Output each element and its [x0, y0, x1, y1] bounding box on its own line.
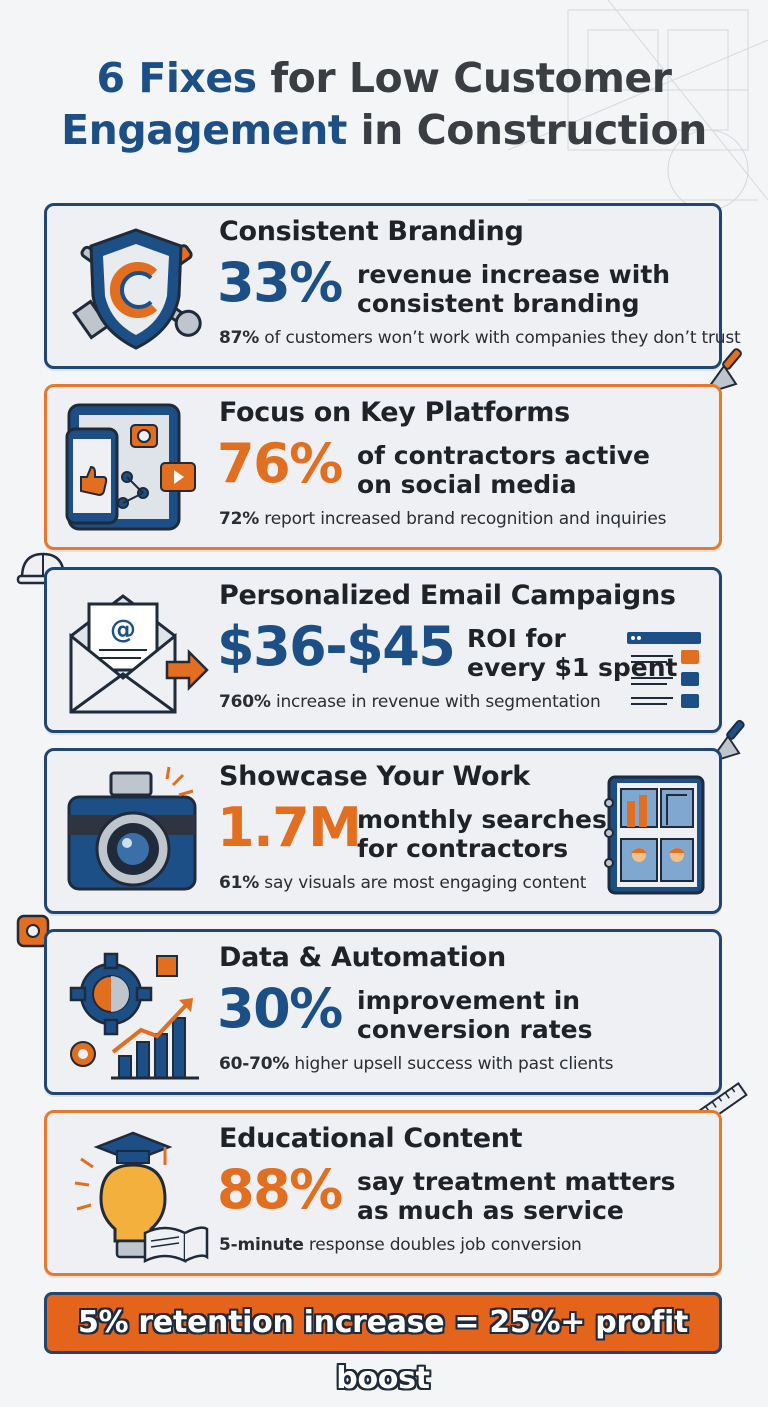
card-note: 5-minute response doubles job conversion: [219, 1235, 582, 1255]
card-heading: Consistent Branding: [219, 216, 524, 247]
note-highlight: 760%: [219, 692, 271, 712]
note-highlight: 5-minute: [219, 1235, 304, 1255]
note-text: report increased brand recognition and i…: [259, 509, 667, 529]
card-note: 72% report increased brand recognition a…: [219, 509, 667, 529]
card-heading: Showcase Your Work: [219, 761, 530, 792]
stat-line-2: on social media: [357, 470, 577, 499]
note-text: increase in revenue with segmentation: [270, 692, 601, 712]
summary-banner-text: 5% retention increase = 25%+ profit boos…: [77, 1305, 689, 1396]
note-text: response doubles job conversion: [303, 1235, 582, 1255]
card-stat: 88%: [217, 1158, 343, 1221]
card-stat-description: revenue increase with consistent brandin…: [357, 260, 670, 318]
svg-text:@: @: [110, 615, 136, 645]
card-data-automation: Data & Automation 30% improvement in con…: [44, 929, 722, 1095]
shield-wrench-icon: [72, 228, 202, 350]
card-heading: Data & Automation: [219, 942, 506, 973]
note-text: say visuals are most engaging content: [259, 873, 587, 893]
card-showcase-work: Showcase Your Work 1.7M monthly searches…: [44, 748, 722, 914]
page-title: 6 Fixes for Low Customer Engagement in C…: [0, 52, 768, 156]
stat-line-1: of contractors active: [357, 441, 651, 470]
summary-banner: 5% retention increase = 25%+ profit boos…: [44, 1292, 722, 1396]
note-highlight: 60-70%: [219, 1054, 290, 1074]
title-highlight-2: Engagement: [61, 106, 347, 154]
camera-icon: [67, 766, 197, 891]
title-text-1: for Low Customer: [256, 54, 672, 102]
card-stat: 33%: [217, 251, 343, 314]
card-note: 760% increase in revenue with segmentati…: [219, 692, 601, 712]
note-highlight: 61%: [219, 873, 260, 893]
card-email-campaigns: @ Personalized Email Campaigns $36-$45 R…: [44, 567, 722, 733]
card-stat: 1.7M: [217, 796, 362, 859]
title-highlight-1: 6 Fixes: [96, 54, 258, 102]
card-heading: Focus on Key Platforms: [219, 397, 570, 428]
card-stat: $36-$45: [217, 615, 456, 678]
stat-line-2: consistent branding: [357, 289, 640, 318]
stat-line-1: say treatment matters: [357, 1167, 676, 1196]
card-stat: 30%: [217, 977, 343, 1040]
card-note: 61% say visuals are most engaging conten…: [219, 873, 586, 893]
note-text: of customers won’t work with companies t…: [259, 328, 741, 348]
card-stat-description: of contractors active on social media: [357, 441, 650, 499]
stat-line-1: ROI for: [467, 624, 566, 653]
gear-chart-icon: [69, 952, 199, 1080]
blueprint-background: [508, 0, 768, 211]
stat-line-1: improvement in: [357, 986, 581, 1015]
card-heading: Personalized Email Campaigns: [219, 580, 676, 611]
card-stat-description: say treatment matters as much as service: [357, 1167, 675, 1225]
email-envelope-icon: @: [69, 594, 209, 714]
stat-line-1: revenue increase with: [357, 260, 671, 289]
note-highlight: 87%: [219, 328, 260, 348]
card-stat: 76%: [217, 432, 343, 495]
stat-line-2: as much as service: [357, 1196, 624, 1225]
stat-line-2: conversion rates: [357, 1015, 593, 1044]
title-text-2: in Construction: [346, 106, 708, 154]
note-highlight: 72%: [219, 509, 260, 529]
card-key-platforms: Focus on Key Platforms 76% of contractor…: [44, 384, 722, 550]
stat-line-1: monthly searches: [357, 805, 607, 834]
note-text: higher upsell success with past clients: [289, 1054, 614, 1074]
portfolio-binder-icon: [604, 775, 705, 895]
card-heading: Educational Content: [219, 1123, 523, 1154]
card-consistent-branding: Consistent Branding 33% revenue increase…: [44, 203, 741, 369]
email-list-icon: [627, 632, 701, 708]
card-stat-description: improvement in conversion rates: [357, 986, 593, 1044]
card-educational-content: Educational Content 88% say treatment ma…: [44, 1110, 722, 1276]
card-stat-description: monthly searches for contractors: [357, 805, 607, 863]
stat-line-2: for contractors: [357, 834, 569, 863]
card-note: 87% of customers won’t work with compani…: [219, 328, 741, 348]
lightbulb-graduation-icon: [74, 1131, 209, 1264]
social-devices-icon: [65, 403, 196, 531]
card-note: 60-70% higher upsell success with past c…: [219, 1054, 614, 1074]
